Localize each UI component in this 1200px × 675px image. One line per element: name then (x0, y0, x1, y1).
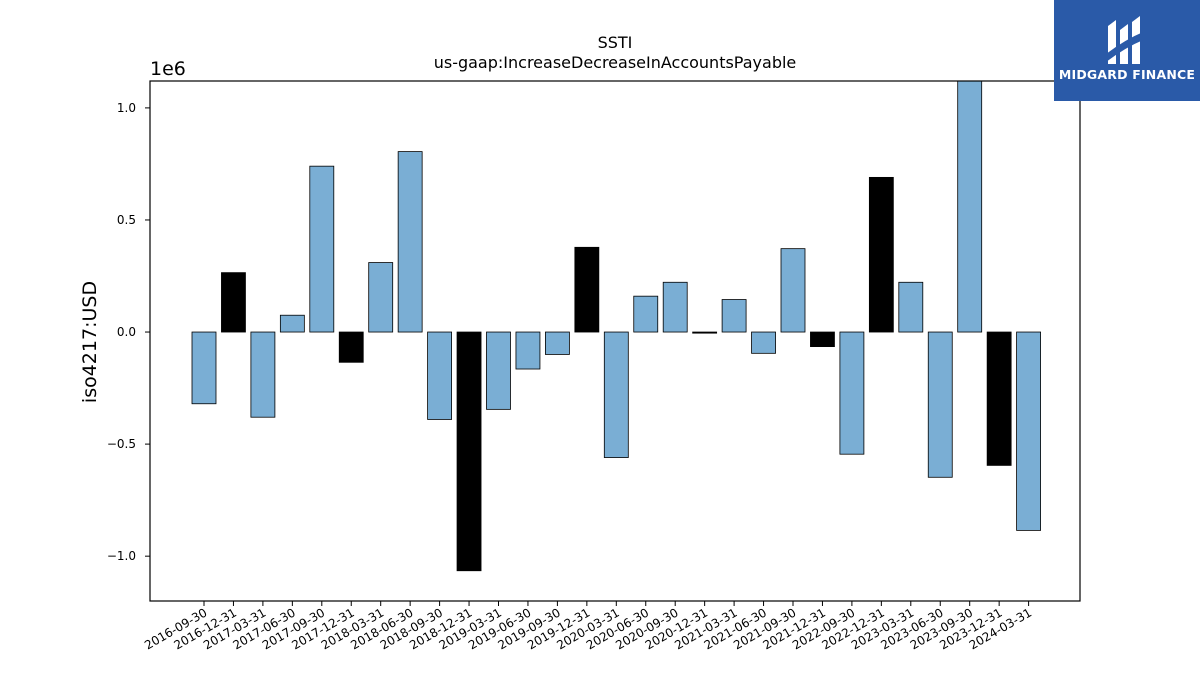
x-axis: 2016-09-302016-12-312017-03-312017-06-30… (142, 601, 1034, 652)
bar-2023-06-30 (927, 331, 953, 478)
y-tick-label: −1.0 (107, 549, 136, 563)
chart-title: SSTI (598, 33, 633, 52)
bar-2020-03-31 (603, 331, 629, 458)
bar-2019-09-30 (545, 331, 570, 355)
bar-2020-06-30 (633, 295, 659, 333)
bar-2023-09-30 (957, 80, 983, 333)
plot-frame (149, 80, 1081, 602)
bar-2023-12-31 (986, 331, 1012, 466)
bar-2020-09-30 (662, 281, 688, 333)
bar-2016-09-30 (191, 331, 217, 405)
y-axis-label: iso4217:USD (79, 281, 101, 403)
bar-2022-09-30 (839, 331, 865, 455)
y-tick-label: 0.0 (117, 325, 136, 339)
bar-2017-06-30 (279, 314, 305, 333)
y-tick-label: 0.5 (117, 213, 136, 227)
bar-2018-03-31 (368, 262, 394, 333)
bar-2024-03-31 (1016, 331, 1041, 531)
brand-name: MIDGARD FINANCE (1058, 67, 1196, 82)
y-tick-label: 1.0 (117, 101, 136, 115)
bars-group (191, 80, 1041, 572)
bar-2020-12-31 (692, 331, 718, 334)
y-axis: −1.0 −0.5 0.0 0.5 1.0 (107, 101, 150, 563)
bar-2017-03-31 (250, 331, 276, 418)
y-tick-label: −0.5 (107, 437, 136, 451)
bar-2021-03-31 (721, 299, 747, 333)
bar-2017-12-31 (338, 331, 364, 363)
bar-2019-03-31 (486, 331, 511, 410)
bar-2016-12-31 (221, 272, 246, 333)
bar-2018-09-30 (427, 331, 453, 420)
brand-logo: MIDGARD FINANCE (1054, 0, 1200, 101)
bar-2023-03-31 (898, 281, 924, 333)
bar-2018-12-31 (456, 331, 482, 572)
chart-subtitle: us-gaap:IncreaseDecreaseInAccountsPayabl… (434, 53, 797, 72)
bar-2018-06-30 (397, 151, 423, 333)
bar-2019-06-30 (515, 331, 541, 370)
midgard-logo-icon (1106, 16, 1148, 64)
bar-2019-12-31 (574, 246, 600, 333)
bar-2017-09-30 (309, 165, 335, 333)
bar-2022-12-31 (868, 176, 894, 333)
bar-2021-12-31 (810, 331, 835, 348)
y-offset-label: 1e6 (150, 58, 186, 80)
bar-2021-09-30 (780, 248, 806, 333)
bar-2021-06-30 (751, 331, 776, 354)
